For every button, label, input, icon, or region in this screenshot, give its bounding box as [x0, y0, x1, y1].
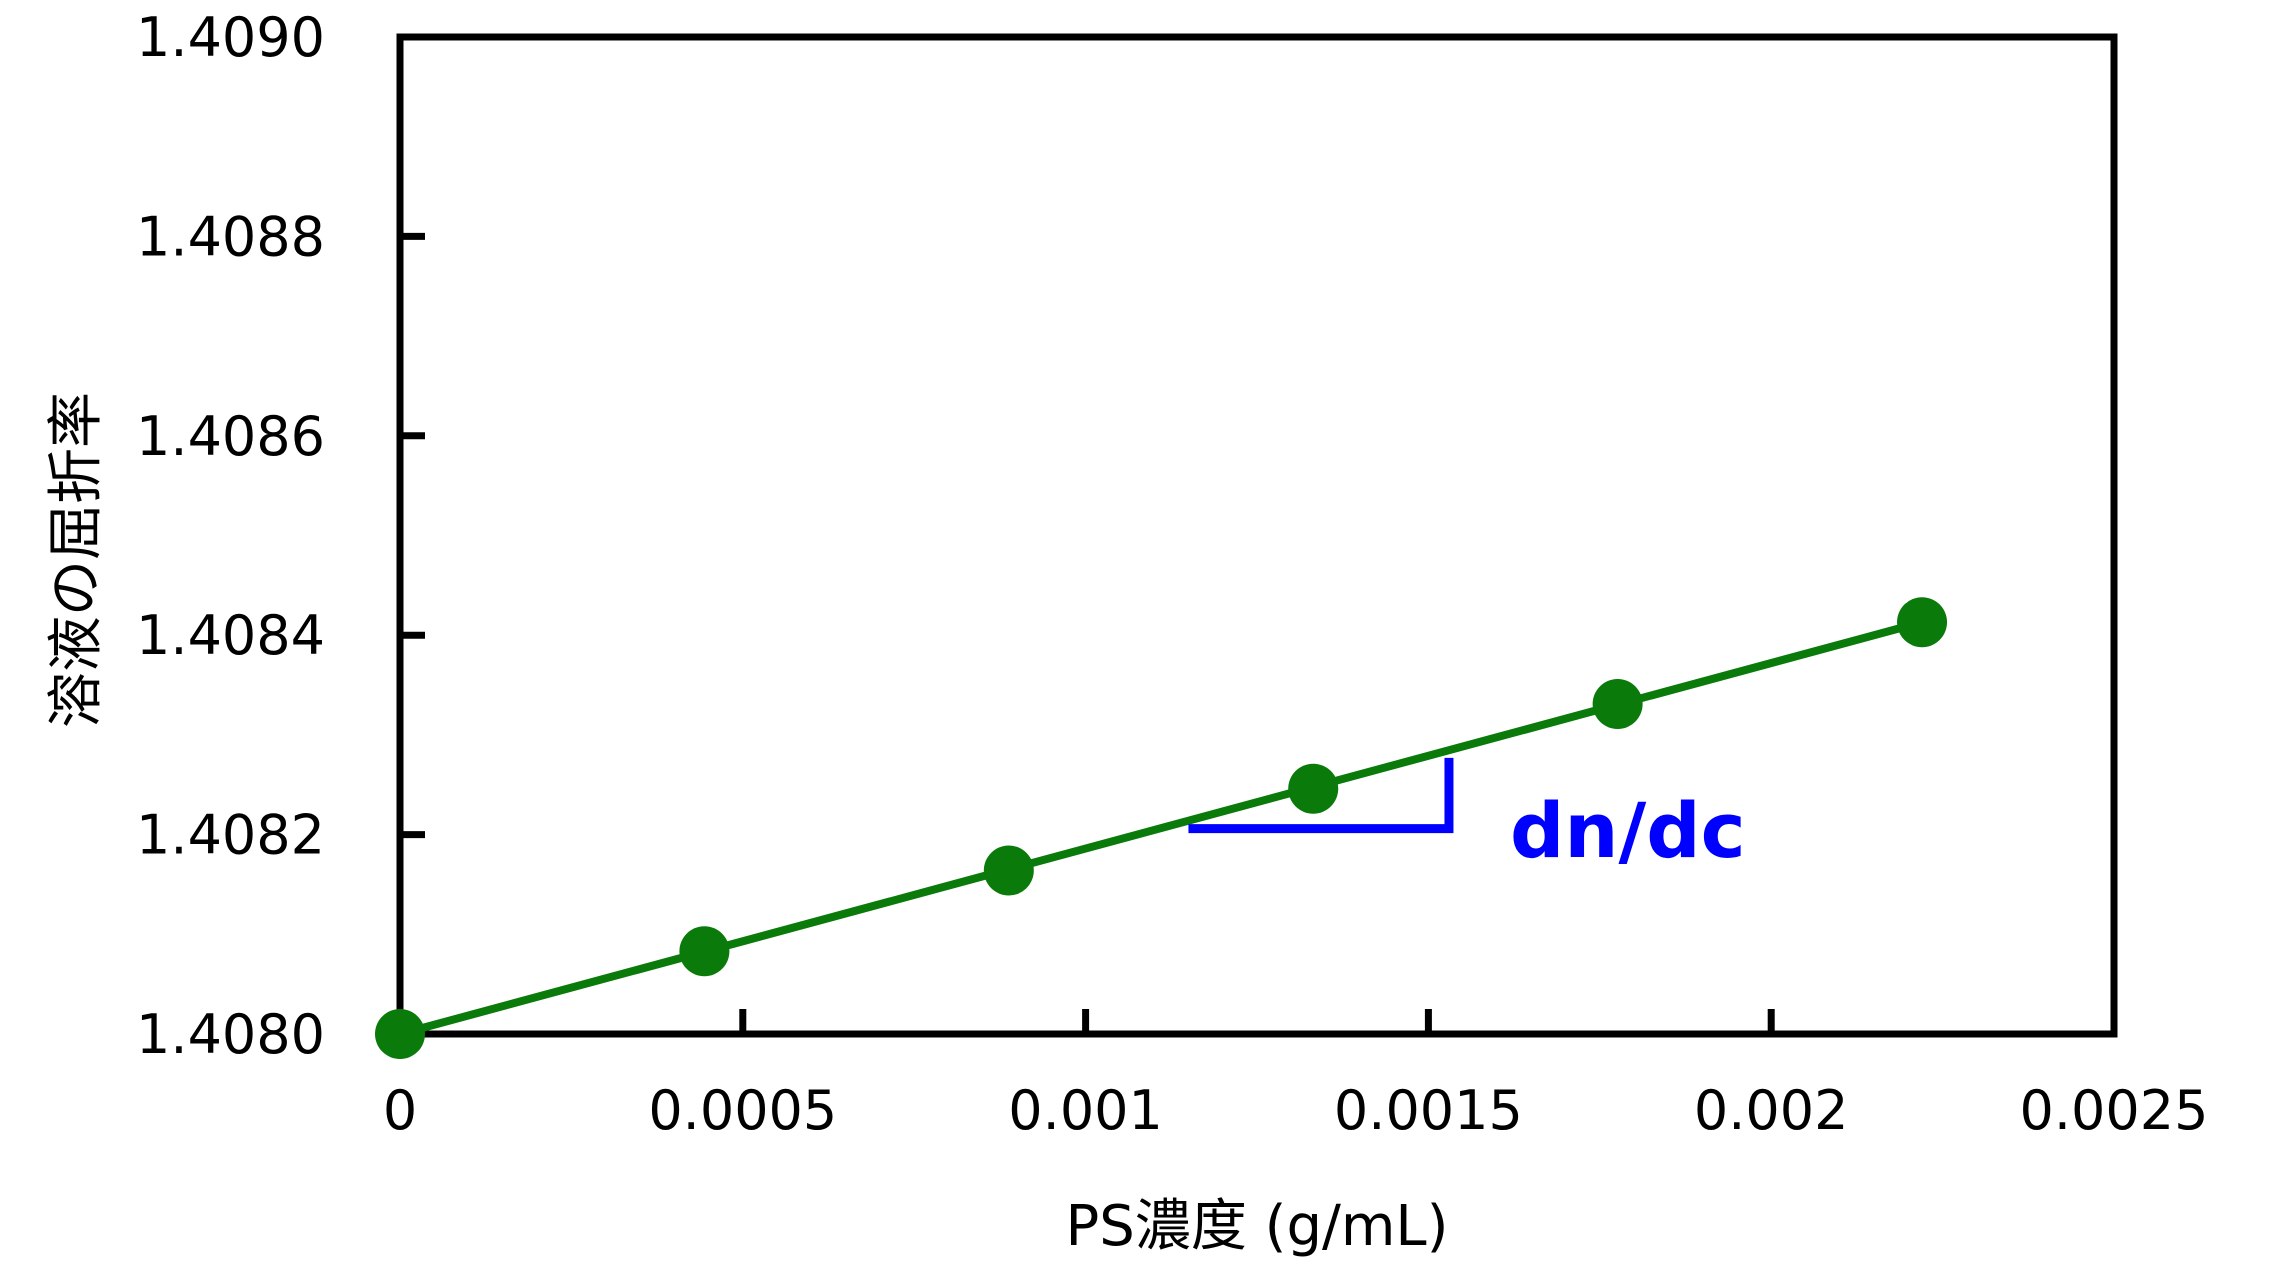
y-tick-label: 1.4082: [136, 804, 325, 867]
plot-area-frame: [396, 33, 2118, 1038]
x-tick-label: 0.0015: [1334, 1079, 1523, 1142]
data-point: [983, 845, 1034, 896]
y-tick-label: 1.4090: [136, 6, 325, 69]
data-point: [1897, 597, 1948, 648]
y-axis-label: 溶液の屈折率: [44, 392, 109, 728]
y-tick-label: 1.4084: [136, 604, 325, 667]
y-tick-label: 1.4086: [136, 405, 325, 468]
data-point: [1592, 678, 1643, 729]
dn-dc-annotation: dn/dc: [1510, 786, 1746, 875]
data-point: [679, 926, 730, 977]
fit-line: [398, 618, 1924, 1038]
x-tick-label: 0.0025: [2020, 1079, 2209, 1142]
x-tick-label: 0.0005: [648, 1079, 837, 1142]
slope-triangle: [1188, 757, 1454, 834]
y-tick-label: 1.4080: [136, 1003, 325, 1066]
data-point: [375, 1009, 425, 1059]
y-tick-label: 1.4088: [136, 205, 325, 268]
x-axis-label: PS濃度 (g/mL): [1066, 1194, 1449, 1259]
x-tick-label: 0: [383, 1079, 417, 1142]
data-point: [1288, 763, 1339, 814]
x-tick-label: 0.002: [1694, 1079, 1849, 1142]
x-tick-label: 0.001: [1008, 1079, 1163, 1142]
